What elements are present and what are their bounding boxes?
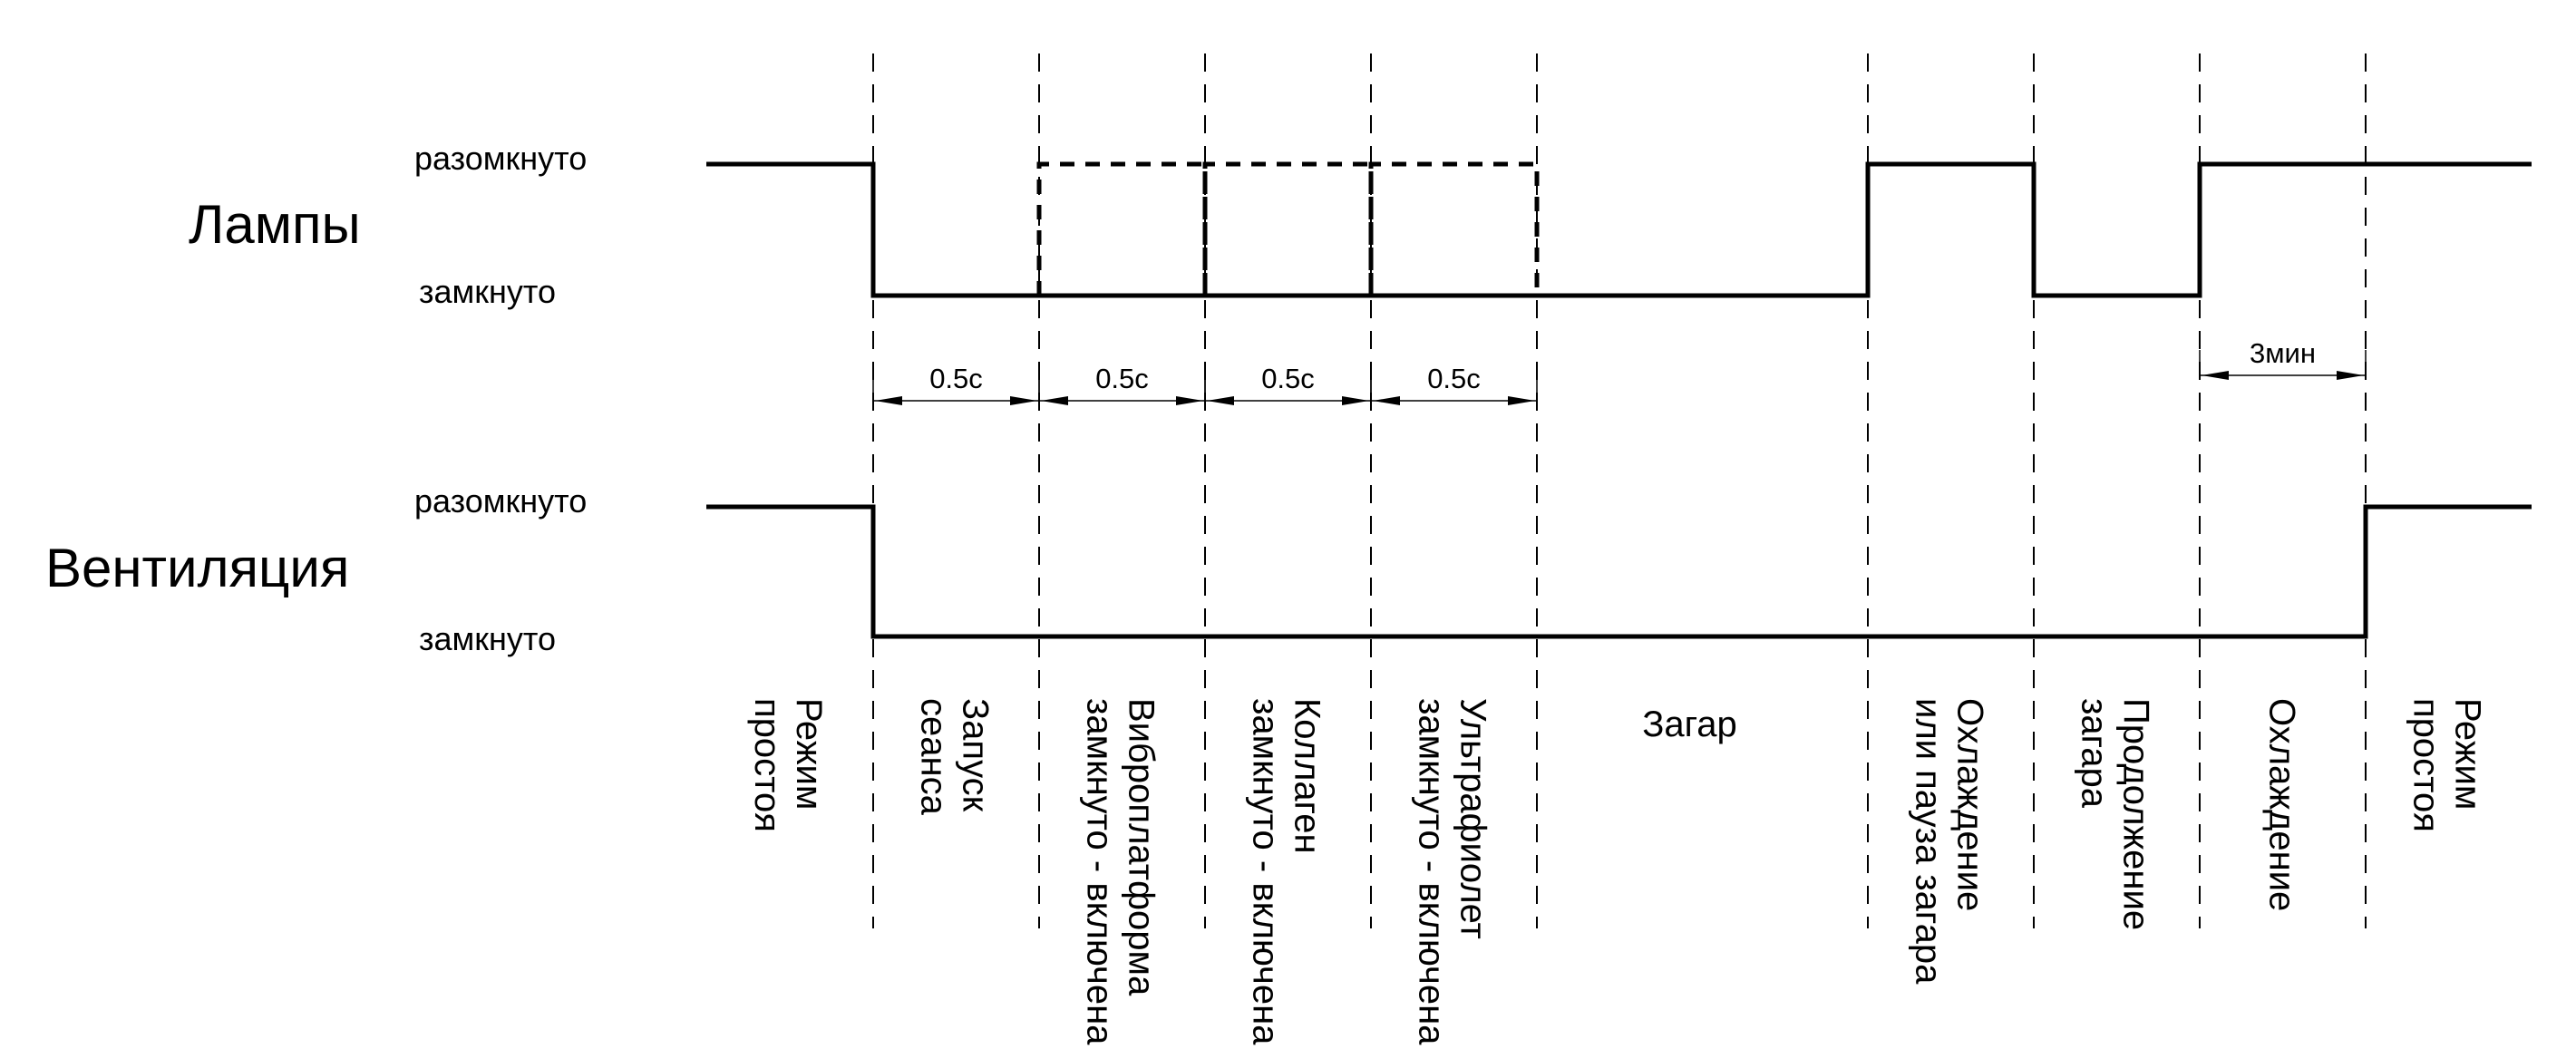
arrowhead-left xyxy=(875,396,902,405)
section-label-line: сеанса xyxy=(914,698,954,816)
optional-open-state xyxy=(1202,161,1374,296)
optional-open-state xyxy=(1036,161,1208,296)
signal-name-ventilation: Вентиляция xyxy=(45,538,349,598)
dimension: 0.5с xyxy=(1370,363,1538,405)
dimension-lines: 0.5с 0.5с 0.5с 0.5с 3мин xyxy=(872,337,2367,405)
lamps-closed-label: замкнуто xyxy=(419,273,556,310)
dimension: 0.5с xyxy=(1204,363,1372,405)
arrowhead-left xyxy=(1041,396,1068,405)
section-label-line: замкнуто - включена xyxy=(1246,698,1286,1045)
lamps-open-label: разомкнуто xyxy=(414,140,587,177)
arrowhead-left xyxy=(1373,396,1400,405)
section-label-line: простоя xyxy=(2406,698,2446,832)
dimension: 0.5с xyxy=(1038,363,1206,405)
waveforms xyxy=(706,161,2532,639)
section-label: Охлаждение xyxy=(2262,698,2302,911)
section-boundaries xyxy=(872,53,2367,928)
section-label-line: Загар xyxy=(1642,704,1737,744)
section-label-line: простоя xyxy=(747,698,787,832)
signal-name-lamps: Лампы xyxy=(189,194,361,255)
arrowhead-right xyxy=(1342,396,1369,405)
section-label: Загар xyxy=(1642,704,1737,744)
section-label-line: Охлаждение xyxy=(2262,698,2302,911)
section-label-line: Охлаждение xyxy=(1950,698,1990,911)
arrowhead-left xyxy=(2202,371,2229,380)
ventilation-closed-label: замкнуто xyxy=(419,620,556,657)
ventilation-open-label: разомкнуто xyxy=(414,482,587,520)
arrowhead-right xyxy=(1176,396,1203,405)
arrowhead-right xyxy=(1508,396,1535,405)
waveform-1 xyxy=(706,504,2532,639)
dimension-label: 0.5с xyxy=(1261,363,1315,394)
dimension-label: 0.5с xyxy=(1095,363,1149,394)
dimension-label: 0.5с xyxy=(929,363,983,394)
arrowhead-right xyxy=(1010,396,1037,405)
section-label-line: или пауза загара xyxy=(1909,698,1949,985)
dimension: 0.5с xyxy=(872,363,1040,405)
dimension-label: 3мин xyxy=(2250,337,2316,369)
section-label-line: Ультрафиолет xyxy=(1453,698,1493,939)
section-label-line: Виброплатформа xyxy=(1122,698,1162,996)
section-label-line: Запуск xyxy=(956,698,996,812)
section-label-line: Режим xyxy=(2448,698,2488,810)
optional-open-state xyxy=(1368,161,1540,296)
dimension-label: 0.5с xyxy=(1427,363,1481,394)
section-label-line: замкнуто - включена xyxy=(1412,698,1452,1045)
section-label-line: Коллаген xyxy=(1288,698,1327,854)
section-label-line: загара xyxy=(2075,698,2114,809)
dimension: 3мин xyxy=(2199,337,2367,380)
section-label-line: Продолжение xyxy=(2116,698,2156,930)
section-label-line: замкнуто - включена xyxy=(1080,698,1120,1045)
section-label-line: Режим xyxy=(789,698,829,810)
waveform-0 xyxy=(706,161,2532,298)
arrowhead-right xyxy=(2337,371,2364,380)
arrowhead-left xyxy=(1207,396,1234,405)
